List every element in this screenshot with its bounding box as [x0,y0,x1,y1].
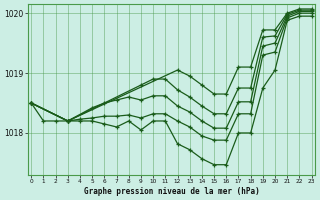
X-axis label: Graphe pression niveau de la mer (hPa): Graphe pression niveau de la mer (hPa) [84,187,259,196]
